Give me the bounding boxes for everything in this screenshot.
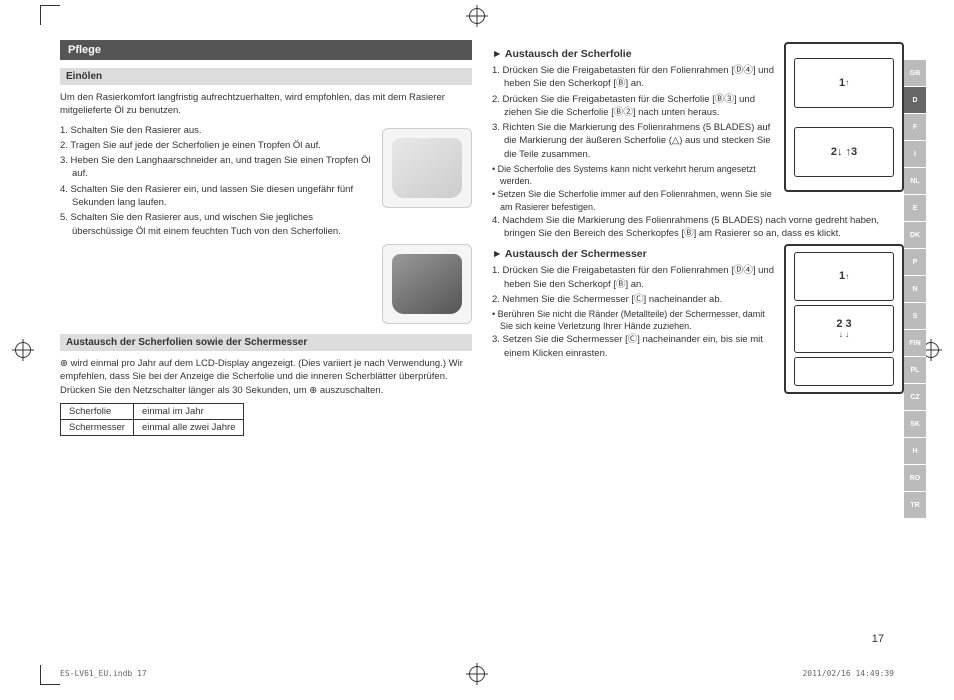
lang-tab-fin[interactable]: FIN [904,330,926,356]
cell: Schermesser [61,419,134,435]
language-tabs: GB D F I NL E DK P N S FIN PL CZ SK H RO… [904,60,926,518]
footer-left: ES-LV61_EU.indb 17 [60,669,147,678]
lang-tab-ro[interactable]: RO [904,465,926,491]
lang-tab-n[interactable]: N [904,276,926,302]
right-column: 1 ↑ 2↓ ↑3 ► Austausch der Scherfolie 1. … [492,40,904,436]
shaver-illustration-1 [382,128,472,208]
lang-tab-s[interactable]: S [904,303,926,329]
page-content: Pflege Einölen Um den Rasierkomfort lang… [0,0,954,436]
lang-tab-gb[interactable]: GB [904,60,926,86]
lang-tab-d[interactable]: D [904,87,926,113]
cell: einmal im Jahr [133,403,243,419]
crop-mark [40,5,60,25]
section-pflege: Pflege [60,40,472,60]
replacement-table: Scherfolie einmal im Jahr Schermesser ei… [60,403,244,436]
foil-replace-diagram: 1 ↑ 2↓ ↑3 [784,42,904,192]
subheader-austausch: Austausch der Scherfolien sowie der Sche… [60,334,472,351]
note: • Setzen Sie die Scherfolie immer auf de… [500,188,904,212]
blade-replace-diagram: 1 ↑ 2 3↓ ↓ [784,244,904,394]
step: 4. Nachdem Sie die Markierung des Folien… [504,214,904,241]
shaver-illustration-2 [382,244,472,324]
replacement-text: ⊕ wird einmal pro Jahr auf dem LCD-Displ… [60,357,472,397]
lang-tab-p[interactable]: P [904,249,926,275]
intro-text: Um den Rasierkomfort langfristig aufrech… [60,91,472,118]
cell: einmal alle zwei Jahre [133,419,243,435]
lang-tab-nl[interactable]: NL [904,168,926,194]
table-row: Schermesser einmal alle zwei Jahre [61,419,244,435]
lang-tab-sk[interactable]: SK [904,411,926,437]
lang-tab-h[interactable]: H [904,438,926,464]
table-row: Scherfolie einmal im Jahr [61,403,244,419]
cell: Scherfolie [61,403,134,419]
left-column: Pflege Einölen Um den Rasierkomfort lang… [60,40,472,436]
lang-tab-tr[interactable]: TR [904,492,926,518]
subheader-einoelen: Einölen [60,68,472,85]
registration-mark [469,8,485,24]
page-number: 17 [872,633,884,645]
registration-mark [469,666,485,682]
lang-tab-e[interactable]: E [904,195,926,221]
lang-tab-pl[interactable]: PL [904,357,926,383]
footer-right: 2011/02/16 14:49:39 [802,669,894,678]
lang-tab-i[interactable]: I [904,141,926,167]
step: 5. Schalten Sie den Rasierer aus, und wi… [72,211,472,238]
lang-tab-f[interactable]: F [904,114,926,140]
foil-step4: 4. Nachdem Sie die Markierung des Folien… [492,214,904,241]
crop-mark [40,665,60,685]
registration-mark [15,342,31,358]
lang-tab-dk[interactable]: DK [904,222,926,248]
lang-tab-cz[interactable]: CZ [904,384,926,410]
